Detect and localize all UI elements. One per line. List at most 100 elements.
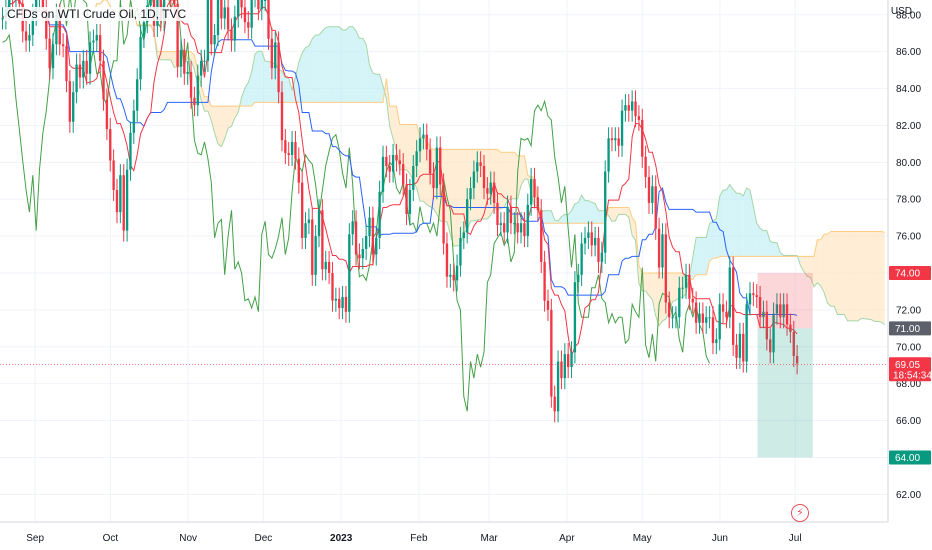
cloud-segment (770, 241, 774, 257)
cloud-segment (766, 230, 771, 257)
cloud-segment (352, 26, 357, 103)
candle-body (381, 156, 385, 192)
cloud-segment (342, 29, 346, 103)
candle-body (688, 274, 691, 299)
candle-body (651, 186, 654, 203)
candle-body (668, 302, 671, 318)
cloud-segment (345, 26, 350, 103)
candle-body (179, 49, 183, 67)
candle-body (469, 188, 472, 200)
price-axis-tick: 68.00 (896, 379, 921, 390)
cloud-segment (332, 26, 336, 103)
candle-body (48, 38, 51, 69)
cloud-segment (618, 207, 623, 215)
cloud-segment (837, 231, 841, 315)
cloud-segment (702, 237, 707, 275)
candle-body (462, 232, 465, 238)
candle-body (216, 0, 220, 36)
cloud-segment (719, 189, 724, 257)
price-axis-tick: 82.00 (896, 121, 921, 132)
price-tag-countdown: 18:54:34 (893, 370, 932, 381)
candle-body (125, 169, 129, 231)
cloud-segment (261, 51, 266, 103)
candle-body (428, 149, 432, 174)
price-tag: 71.00 (889, 321, 931, 336)
cloud-segment (234, 106, 239, 119)
price-tag-box (889, 357, 931, 382)
candle-body (149, 0, 152, 6)
cloud-segment (544, 210, 548, 224)
cloud-segment (490, 149, 495, 215)
candle-body (745, 304, 748, 362)
cloud-segment (241, 88, 245, 107)
candle-body (742, 333, 745, 362)
candle-body (718, 304, 721, 340)
candle-body (486, 188, 489, 194)
cloud-segment (571, 203, 575, 224)
candle-body (472, 171, 476, 189)
candle-body (738, 333, 742, 358)
cloud-segment (585, 200, 589, 224)
cloud-segment (773, 242, 777, 257)
candle-body (580, 243, 583, 275)
cloud-segment (743, 188, 747, 257)
candle-body (661, 234, 664, 268)
candle-body (748, 293, 752, 305)
candle-body (513, 223, 516, 225)
candles (1, 0, 799, 423)
candle-body (711, 317, 715, 344)
candle-body (176, 3, 179, 67)
cloud-segment (598, 210, 602, 224)
candle-body (432, 173, 435, 189)
candle-body (338, 298, 341, 309)
candle-body (587, 232, 590, 238)
cloud-segment (507, 152, 511, 201)
candle-body (641, 119, 644, 157)
candle-body (82, 60, 85, 78)
candle-body (193, 97, 196, 106)
candle-body (573, 282, 577, 353)
cloud-segment (820, 234, 825, 293)
candle-body (415, 151, 418, 167)
candle-body (779, 304, 782, 318)
candle-body (519, 223, 523, 233)
candle-body (240, 0, 243, 8)
candle-body (75, 64, 78, 93)
lightning-icon[interactable]: ⚡ (791, 504, 809, 522)
cloud-segment (857, 231, 862, 321)
price-axis-tick: 76.00 (896, 232, 921, 243)
cloud-segment (376, 74, 380, 103)
cloud-segment (406, 124, 410, 174)
cloud-segment (648, 272, 653, 300)
candle-body (334, 298, 338, 301)
candle-body (223, 7, 226, 19)
candle-body (607, 138, 610, 172)
candle-body (708, 317, 711, 319)
cloud-segment (726, 184, 730, 257)
time-axis-tick: Jun (712, 533, 728, 544)
cloud-segment (834, 231, 838, 315)
cloud-segment (817, 239, 821, 286)
cloud-segment (763, 230, 767, 257)
candle-body (210, 0, 213, 45)
price-tag-value: 74.00 (895, 268, 920, 279)
price-axis-tick: 86.00 (896, 47, 921, 58)
chart-title: CFDs on WTI Crude Oil, 1D, TVC (4, 7, 190, 21)
candle-body (674, 317, 678, 319)
cloud-segment (255, 51, 259, 103)
cloud-segment (271, 63, 276, 103)
candle-body (459, 237, 462, 266)
candle-body (691, 298, 694, 303)
candle-body (230, 29, 233, 41)
candle-body (624, 105, 627, 111)
cloud-segment (191, 51, 195, 70)
candle-body (304, 223, 307, 238)
candle-body (98, 35, 102, 61)
cloud-segment (692, 237, 697, 280)
cloud-segment (756, 223, 761, 257)
candle-body (314, 236, 317, 275)
cloud-segment (319, 30, 323, 103)
cloud-segment (312, 35, 316, 103)
cloud-segment (477, 149, 481, 220)
